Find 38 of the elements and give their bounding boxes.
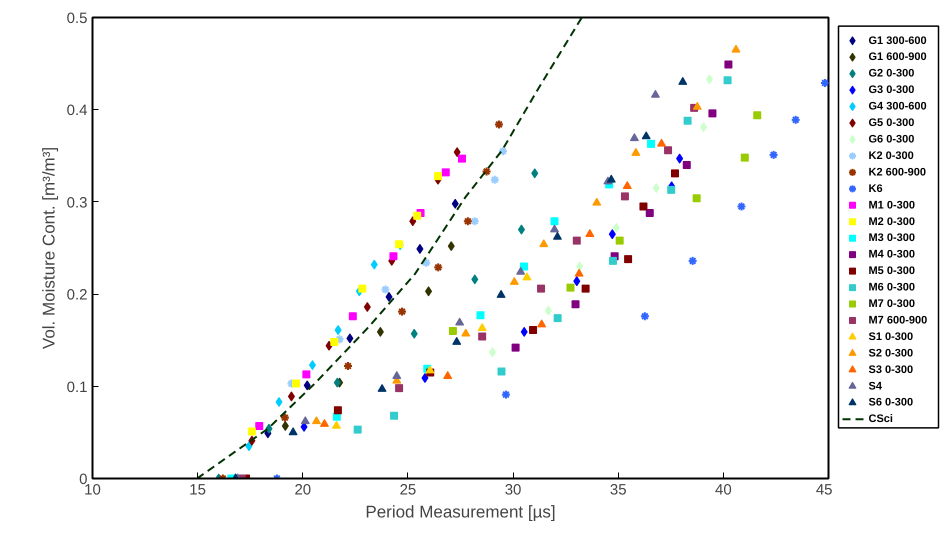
legend-label: M7 600-900 bbox=[868, 314, 928, 326]
x-tick-label: 45 bbox=[816, 482, 833, 498]
x-tick-label: 20 bbox=[294, 482, 312, 498]
legend-label: M1 0-300 bbox=[868, 199, 915, 212]
legend-label: G6 0-300 bbox=[868, 133, 914, 146]
legend-label: M7 0-300 bbox=[868, 298, 915, 310]
y-axis-title: Vol. Moisture Cont. [m³/m³] bbox=[40, 146, 59, 350]
legend-label: S6 0-300 bbox=[868, 396, 914, 409]
legend-label: G5 0-300 bbox=[868, 117, 914, 130]
legend-label: G3 0-300 bbox=[868, 84, 914, 96]
legend-label: G1 600-900 bbox=[868, 51, 927, 64]
legend-label: K2 600-900 bbox=[868, 166, 926, 178]
legend-label: S3 0-300 bbox=[868, 364, 914, 376]
x-tick-label: 40 bbox=[715, 482, 732, 498]
y-tick-label: 0.2 bbox=[66, 286, 88, 304]
y-tick-label: 0.1 bbox=[66, 378, 88, 396]
legend-label: CSci bbox=[868, 413, 893, 426]
legend-label: K2 0-300 bbox=[868, 150, 914, 162]
legend-label: G4 300-600 bbox=[868, 100, 927, 113]
x-tick-label: 30 bbox=[504, 482, 522, 498]
y-tick-label: 0.3 bbox=[66, 194, 88, 212]
legend-label: S2 0-300 bbox=[868, 347, 914, 360]
legend-label: G2 0-300 bbox=[868, 68, 914, 80]
legend-label: M5 0-300 bbox=[868, 265, 915, 278]
legend-label: S4 bbox=[868, 380, 883, 392]
x-tick-label: 35 bbox=[610, 482, 627, 498]
legend-label: M4 0-300 bbox=[868, 248, 915, 261]
y-tick-label: 0.4 bbox=[66, 102, 88, 120]
x-tick-label: 15 bbox=[189, 482, 206, 498]
legend-label: G1 300-600 bbox=[868, 34, 927, 47]
x-axis-title: Period Measurement [µs] bbox=[365, 502, 556, 522]
legend-label: M6 0-300 bbox=[868, 282, 915, 294]
legend-label: K6 bbox=[868, 182, 883, 195]
legend-label: M3 0-300 bbox=[868, 232, 915, 244]
y-tick-label: 0.5 bbox=[66, 10, 88, 27]
legend-label: S1 0-300 bbox=[868, 330, 914, 343]
legend-label: M2 0-300 bbox=[868, 216, 915, 228]
x-tick-label: 25 bbox=[400, 482, 416, 498]
